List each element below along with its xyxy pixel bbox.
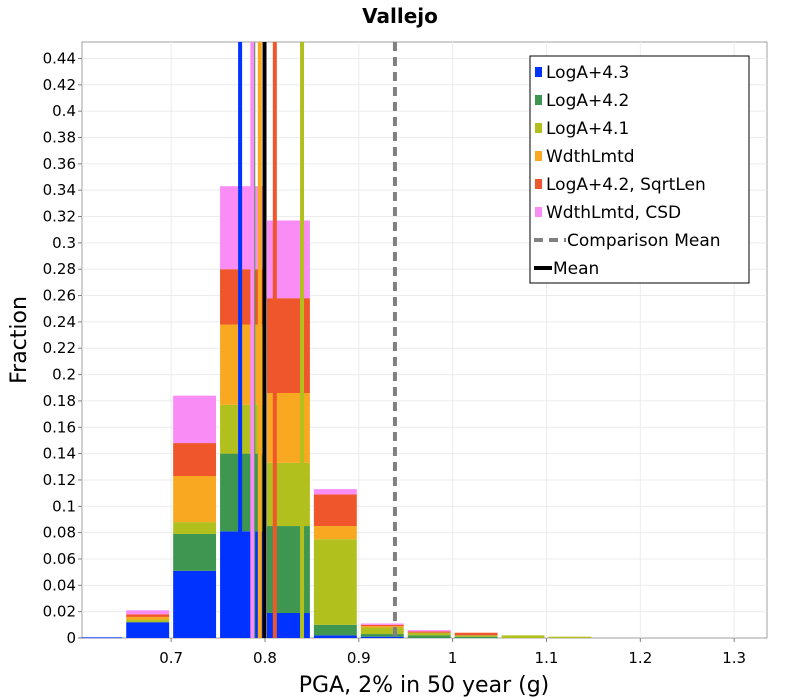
y-tick-label: 0.14 <box>43 445 76 463</box>
bar-segment <box>360 634 404 637</box>
bar-segment <box>407 632 451 636</box>
bar-segment <box>126 614 170 617</box>
chart-title: Vallejo <box>362 4 438 28</box>
y-tick-label: 0.18 <box>43 392 76 410</box>
bar-segment <box>173 570 217 638</box>
bar-segment <box>313 539 357 625</box>
bar-segment <box>313 489 357 495</box>
x-tick-label: 0.8 <box>253 649 277 667</box>
legend-label: Comparison Mean <box>567 231 721 251</box>
bar-segment <box>407 631 451 633</box>
legend-label: Mean <box>553 259 599 279</box>
bar-segment <box>173 522 217 534</box>
y-tick-label: 0.32 <box>43 208 76 226</box>
bar-segment <box>454 636 498 638</box>
y-tick-label: 0.34 <box>43 181 76 199</box>
y-tick-label: 0.3 <box>52 234 76 252</box>
y-axis-ticks: 0 0.02 0.04 0.06 0.08 0.1 0.12 0.14 0.16 0.18 0.2 0… <box>43 49 82 647</box>
legend-swatch <box>535 67 542 77</box>
x-tick-label: 0.7 <box>159 649 183 667</box>
y-tick-label: 0.1 <box>52 497 76 515</box>
bar-segment <box>454 632 498 636</box>
bar-segment <box>313 494 357 527</box>
bar-segment <box>360 626 404 628</box>
y-tick-label: 0.4 <box>52 102 76 120</box>
x-axis-ticks: 0.7 0.8 0.9 1 1.1 1.2 1.3 <box>159 638 746 667</box>
legend-label: WdthLmtd <box>546 147 635 167</box>
y-tick-label: 0.02 <box>43 603 76 621</box>
bar-segment <box>126 610 170 615</box>
legend-label: LogA+4.1 <box>546 119 629 139</box>
x-tick-label: 0.9 <box>347 649 371 667</box>
bar-segment <box>126 616 170 620</box>
y-tick-label: 0.2 <box>52 366 76 384</box>
bar-segment <box>126 619 170 623</box>
bar-segment <box>173 443 217 476</box>
y-tick-label: 0.24 <box>43 313 76 331</box>
legend-swatch <box>535 151 542 161</box>
bar-segment <box>360 627 404 635</box>
y-tick-label: 0.36 <box>43 155 76 173</box>
y-tick-label: 0 <box>66 629 76 647</box>
bar-segment <box>407 635 451 638</box>
bar-segment <box>173 533 217 571</box>
legend-label: LogA+4.2 <box>546 91 629 111</box>
y-tick-label: 0.04 <box>43 576 76 594</box>
bar-segment <box>454 635 498 637</box>
bar-segment <box>313 624 357 636</box>
y-tick-label: 0.12 <box>43 471 76 489</box>
bar-segment <box>173 395 217 444</box>
legend: LogA+4.3 LogA+4.2 LogA+4.1 WdthLmtd LogA+4.2… <box>529 55 750 284</box>
legend-label: LogA+4.2, SqrtLen <box>546 175 706 195</box>
legend-swatch <box>535 95 542 105</box>
legend-label: WdthLmtd, CSD <box>546 203 681 223</box>
bar-segment <box>126 622 170 638</box>
bar-segment <box>360 636 404 638</box>
y-tick-label: 0.42 <box>43 76 76 94</box>
y-tick-label: 0.38 <box>43 128 76 146</box>
y-tick-label: 0.28 <box>43 260 76 278</box>
y-tick-label: 0.44 <box>43 49 76 67</box>
legend-swatch <box>535 123 542 133</box>
bar-segment <box>360 623 404 625</box>
bar-segment <box>313 526 357 540</box>
x-tick-label: 1 <box>448 649 458 667</box>
x-axis-title: PGA, 2% in 50 year (g) <box>299 673 550 698</box>
bar-segment <box>173 475 217 523</box>
bar-segment <box>79 637 123 639</box>
y-tick-label: 0.08 <box>43 524 76 542</box>
x-tick-label: 1.3 <box>722 649 746 667</box>
bar-segment <box>313 635 357 638</box>
legend-swatch <box>535 207 542 217</box>
x-tick-label: 1.1 <box>535 649 559 667</box>
y-axis-title: Fraction <box>7 296 32 384</box>
bar-segment <box>407 630 451 632</box>
y-tick-label: 0.16 <box>43 418 76 436</box>
x-tick-label: 1.2 <box>628 649 652 667</box>
bar-segment <box>501 635 545 638</box>
bar-segment <box>548 636 592 638</box>
legend-box <box>529 55 750 284</box>
y-tick-label: 0.22 <box>43 339 76 357</box>
bar-segment <box>360 624 404 627</box>
y-tick-label: 0.06 <box>43 550 76 568</box>
mean-lines <box>238 42 397 638</box>
y-tick-label: 0.26 <box>43 287 76 305</box>
legend-label: LogA+4.3 <box>546 63 629 83</box>
legend-swatch <box>535 179 542 189</box>
